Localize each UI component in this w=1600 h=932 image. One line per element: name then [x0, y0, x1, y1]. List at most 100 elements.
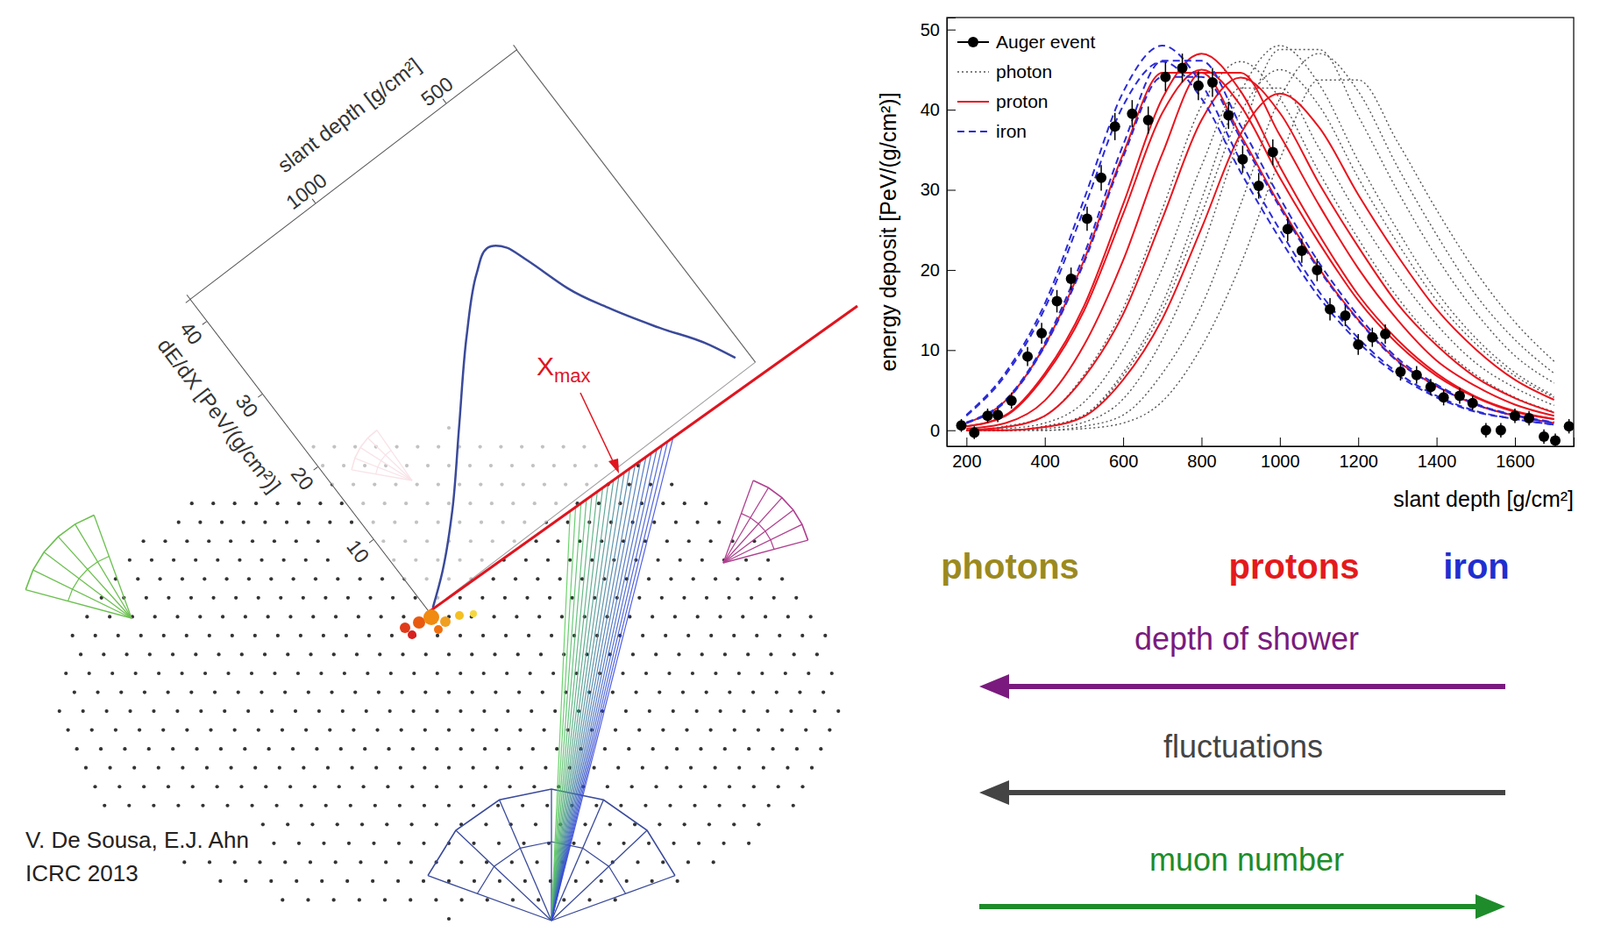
surface-station — [669, 483, 674, 487]
surface-station — [458, 596, 463, 600]
simulated-profile — [966, 45, 1554, 425]
surface-station — [349, 520, 354, 525]
data-point — [1411, 369, 1423, 381]
surface-station — [545, 803, 549, 808]
surface-station — [326, 558, 330, 562]
surface-station — [272, 539, 277, 543]
surface-station — [543, 766, 548, 770]
surface-station — [147, 746, 151, 751]
surface-station — [127, 803, 131, 808]
surface-station — [783, 671, 788, 676]
profile-x-axis-tick-label: 500 — [416, 71, 457, 111]
surface-station — [718, 614, 722, 619]
surface-station — [767, 803, 771, 808]
data-point — [1223, 110, 1234, 121]
x-axis-tick-mark — [1514, 437, 1516, 447]
surface-station — [459, 746, 463, 751]
surface-station — [81, 709, 86, 713]
data-point — [1379, 328, 1391, 340]
ray — [551, 453, 652, 921]
surface-station — [304, 728, 308, 733]
surface-station — [812, 709, 817, 713]
surface-station — [671, 709, 676, 713]
surface-station — [259, 558, 264, 562]
surface-station — [386, 746, 391, 751]
surface-station — [533, 822, 538, 826]
surface-station — [625, 879, 629, 883]
surface-station — [830, 671, 834, 676]
surface-station — [742, 803, 747, 808]
surface-station — [689, 766, 693, 770]
profile-x-axis-tick: 500 — [416, 71, 460, 114]
surface-station — [410, 784, 414, 789]
surface-station — [250, 539, 255, 543]
surface-station — [566, 520, 570, 525]
simulated-profile — [966, 72, 1554, 423]
surface-station — [507, 784, 512, 789]
data-point — [968, 426, 980, 438]
surface-station — [732, 822, 736, 826]
x-axis-tick: 200 — [952, 437, 982, 471]
telescope-arc — [427, 789, 676, 876]
surface-station — [713, 576, 718, 581]
surface-station — [422, 766, 427, 770]
simulated-profile — [966, 49, 1554, 431]
surface-station — [756, 822, 761, 826]
data-point — [1467, 398, 1479, 409]
surface-station — [737, 766, 741, 770]
surface-station — [590, 558, 594, 562]
surface-station — [553, 709, 557, 713]
profile-y-axis-tick-mark — [369, 539, 374, 543]
surface-station — [400, 689, 405, 694]
ray — [551, 456, 647, 921]
surface-station — [320, 879, 324, 883]
surface-station — [434, 709, 439, 713]
y-axis-tick-mark — [946, 430, 956, 432]
surface-station — [142, 689, 147, 694]
surface-station — [305, 897, 310, 902]
surface-station — [532, 784, 536, 789]
data-point — [1177, 63, 1188, 74]
simulated-profile — [966, 53, 1554, 431]
data-point — [1352, 339, 1364, 350]
surface-station — [551, 671, 555, 676]
surface-station — [105, 709, 109, 713]
surface-station — [765, 709, 769, 713]
surface-station — [269, 879, 273, 883]
surface-station — [631, 652, 635, 656]
surface-station — [184, 728, 189, 733]
surface-station — [458, 633, 463, 638]
surface-station — [78, 652, 83, 656]
surface-station — [285, 652, 290, 656]
data-point — [1480, 425, 1492, 436]
surface-station — [90, 728, 94, 733]
surface-station — [411, 746, 415, 751]
data-point — [1454, 390, 1465, 401]
summary-arrow — [979, 903, 1488, 910]
surface-station — [756, 728, 761, 733]
surface-station — [321, 841, 326, 846]
surface-station — [654, 784, 658, 789]
surface-station — [175, 614, 179, 619]
surface-station — [64, 671, 68, 676]
surface-station — [682, 822, 687, 826]
surface-station — [288, 614, 292, 619]
surface-station — [434, 746, 439, 751]
telescope-arc — [68, 556, 110, 602]
surface-station — [319, 671, 323, 676]
ray — [551, 468, 630, 921]
summary-label: iron — [1443, 547, 1510, 586]
surface-station — [134, 671, 138, 676]
summary-arrowhead — [1475, 894, 1506, 919]
surface-station — [323, 596, 328, 600]
surface-station — [675, 746, 679, 751]
y-axis-tick: 30 — [920, 179, 956, 200]
simulated-profile — [966, 69, 1554, 430]
data-point — [1253, 180, 1265, 192]
telescope-line — [551, 875, 676, 921]
surface-station — [485, 897, 490, 902]
surface-station — [379, 614, 384, 619]
surface-station — [434, 784, 439, 789]
surface-station — [470, 689, 475, 694]
surface-station — [682, 596, 686, 600]
